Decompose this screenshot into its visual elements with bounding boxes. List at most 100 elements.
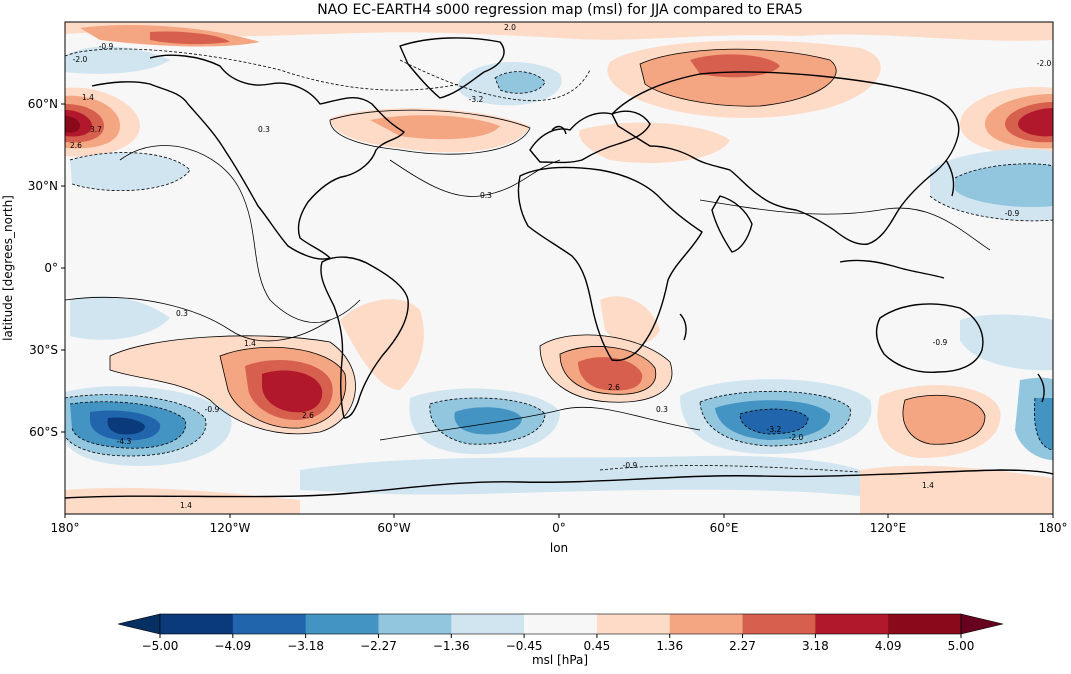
greenland-coast [399, 37, 505, 99]
tropical-indian-negative [960, 314, 1053, 371]
europe-positive [579, 122, 730, 164]
contour-line [65, 297, 331, 342]
colorbar-tick-label: 5.00 [948, 639, 975, 653]
contour-line-dashed [1033, 397, 1053, 451]
africa-positive [600, 296, 660, 345]
contour-label: -0.9 [933, 338, 948, 347]
colorbar-tick-label: −1.36 [433, 639, 470, 653]
npacific-negative-east-2 [955, 163, 1053, 208]
satlantic-low-3 [454, 407, 522, 435]
colorbar-tick-label: −2.27 [360, 639, 397, 653]
y-tick-label: 0° [44, 261, 58, 275]
contour-line-dashed [954, 163, 1053, 179]
contour-line-dashed [69, 152, 191, 191]
contour-label: 0.3 [258, 125, 270, 134]
contour-line-dashed [699, 390, 851, 447]
arctic-positive-band [65, 22, 1053, 41]
npacific-negative-west [70, 152, 190, 191]
contour-line-dashed [65, 394, 207, 457]
contour-lines [65, 48, 991, 445]
x-tick-label: 180° [1039, 521, 1068, 535]
contour-line [902, 394, 986, 445]
contour-label: 2.0 [504, 23, 516, 32]
colorbar-tick-label: −0.45 [506, 639, 543, 653]
coastlines [65, 37, 1053, 499]
colorbar: −5.00 −4.09 −3.18 −2.27 −1.36 −0.45 0.45 1.36 2.… [117, 613, 1004, 667]
contour-label: 0.3 [176, 309, 188, 318]
australia-positive-2 [902, 395, 985, 445]
east-pacific-positive [340, 299, 424, 390]
contour-label: 0.3 [656, 405, 668, 414]
colorbar-tick-label: 3.18 [802, 639, 829, 653]
contour-label: -4.3 [117, 437, 132, 446]
y-tick-label: 30°N [28, 179, 58, 193]
colorbar-segment [742, 614, 816, 634]
contour-line [559, 346, 657, 395]
x-tick-label: 60°W [377, 521, 410, 535]
contour-label-group: 2.0 -0.9 -2.0 1.4 0.3 -3.2 2.6 3.7 -4.3 … [70, 23, 1052, 510]
colorbar-segment [232, 614, 307, 634]
colorbar-tick-label: 0.45 [584, 639, 611, 653]
southern-positive-band [860, 465, 1053, 514]
africa-coast [517, 166, 703, 362]
contour-label: 1.4 [922, 481, 934, 490]
contour-label: -2.0 [789, 433, 804, 442]
south-america-coast [320, 256, 409, 419]
colorbar-tick-label: −3.18 [287, 639, 324, 653]
europe-coast [529, 110, 651, 164]
contour-label: 1.4 [82, 93, 94, 102]
pacific-high-east-4 [1018, 108, 1053, 137]
antarctica-coast [65, 469, 1053, 499]
greenland-negative-core [495, 71, 545, 94]
contour-line-dashed [399, 59, 591, 102]
contour-label: -0.9 [99, 42, 114, 51]
australia-coast [875, 303, 984, 373]
colorbar-ticks: −5.00 −4.09 −3.18 −2.27 −1.36 −0.45 0.45 1.36 2.… [142, 634, 975, 653]
contour-line [329, 109, 531, 155]
contour-line [389, 159, 561, 197]
y-axis-label: latitude [degrees_north] [1, 195, 15, 341]
pacific-high-west-5 [65, 116, 80, 133]
contour-label: 0.3 [480, 191, 492, 200]
contour-label: -0.9 [205, 405, 220, 414]
colorbar-tick-label: −4.09 [214, 639, 251, 653]
colorbar-segment [378, 614, 452, 634]
spacific-low-5 [107, 417, 145, 435]
arctic-negative-west [65, 46, 170, 74]
contour-line [119, 145, 361, 323]
colorbar-segment [524, 614, 598, 634]
colorbar-tick-label: 4.09 [875, 639, 902, 653]
y-tick-label: 30°S [29, 343, 58, 357]
contour-line [699, 199, 991, 251]
contour-label: -3.2 [767, 425, 782, 434]
contour-lines-dashed [65, 48, 1053, 473]
contour-label: 3.7 [90, 125, 102, 134]
colorbar-frame [159, 613, 962, 635]
contour-line-dashed [69, 401, 187, 449]
contour-line [219, 346, 347, 429]
colorbar-segment [596, 614, 671, 634]
x-tick-label: 60°E [710, 521, 739, 535]
x-axis-label: lon [550, 541, 568, 555]
contour-label: 2.6 [608, 383, 620, 392]
siberia-positive-inner [640, 49, 837, 107]
colorbar-segment [451, 614, 525, 634]
nz-coast [1037, 373, 1045, 403]
contour-line-dashed [739, 408, 809, 435]
map-plot-area [65, 22, 1053, 514]
colorbar-tick-label: −5.00 [142, 639, 179, 653]
x-tick-label: 180° [51, 521, 80, 535]
contour-label: 1.4 [244, 339, 256, 348]
colorbar-label: msl [hPa] [532, 653, 588, 667]
x-axis: 180° 120°W 60°W 0° 60°E 120°E 180° lon [51, 514, 1068, 555]
spacific-high-4 [262, 370, 323, 413]
colorbar-over-arrow [960, 613, 1004, 635]
colorbar-segments [160, 614, 962, 634]
japan-coast [945, 159, 955, 197]
sh-low-east-2 [1034, 398, 1053, 450]
contour-line [379, 406, 701, 441]
arctic-positive-core-2 [150, 31, 230, 45]
contour-line-dashed [65, 48, 461, 91]
north-america-coast [91, 54, 405, 260]
